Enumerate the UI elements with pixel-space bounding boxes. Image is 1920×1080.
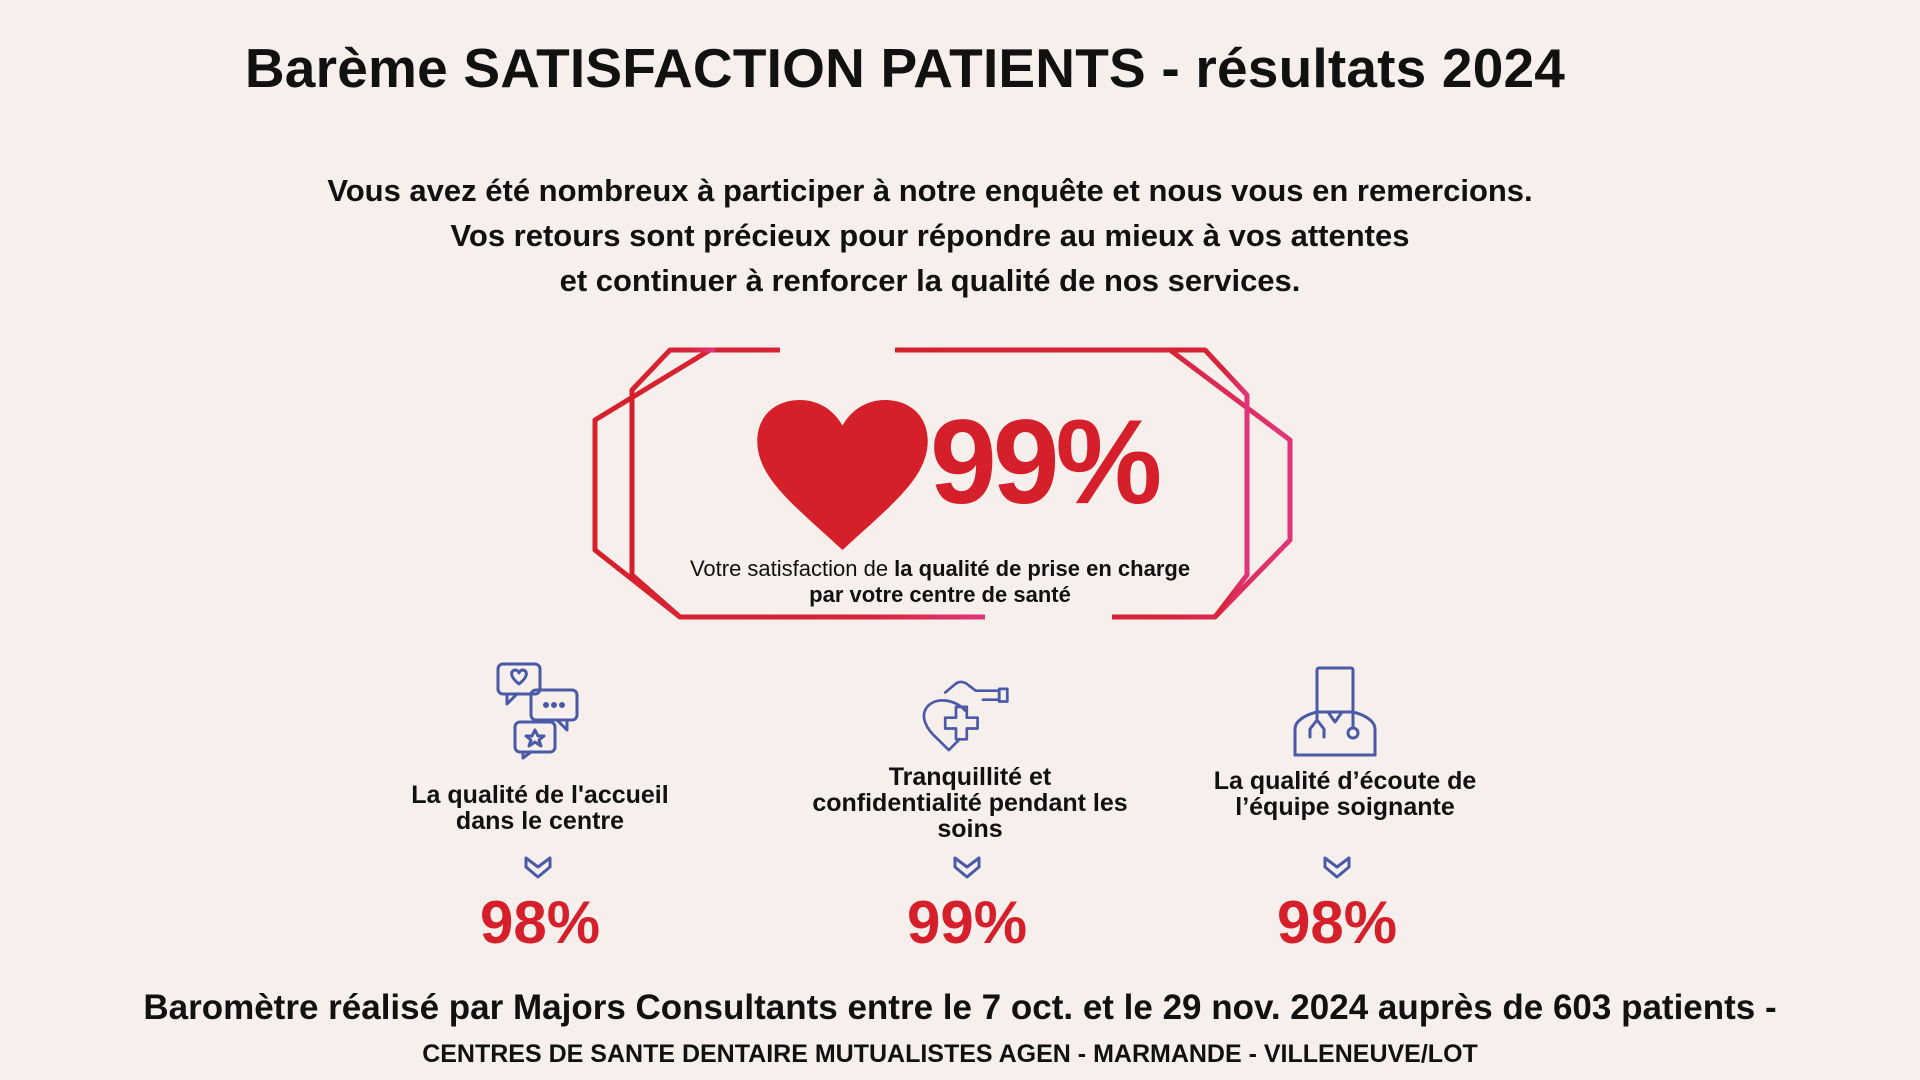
metric-value-tranquillite: 99%	[906, 889, 1028, 956]
metric-label-accueil: La qualité de l'accueil dans le centre	[411, 781, 669, 835]
hand-care-icon	[922, 680, 1009, 752]
chevron-down-icon	[1323, 856, 1351, 879]
main-caption-bold: la qualité de prise en charge par votre …	[809, 556, 1191, 607]
page-title: Barème SATISFACTION PATIENTS - résultats…	[244, 37, 1566, 99]
footer-sub: CENTRES DE SANTE DENTAIRE MUTUALISTES AG…	[422, 1040, 1478, 1068]
metric-value-accueil: 98%	[479, 889, 601, 956]
main-satisfaction-percent: 99%	[930, 395, 1162, 529]
intro-line-3: et continuer à renforcer la qualité de n…	[559, 263, 1301, 298]
metric-label-tranquillite: Tranquillité et confidentialité pendant …	[812, 763, 1128, 843]
metric-label-ecoute: La qualité d’écoute de l’équipe soignant…	[1213, 767, 1477, 821]
metric-value-ecoute: 98%	[1276, 889, 1398, 956]
footer-main: Baromètre réalisé par Majors Consultants…	[143, 988, 1777, 1027]
intro-line-2: Vos retours sont précieux pour répondre …	[450, 218, 1410, 253]
decorative-frame	[592, 347, 1293, 620]
chat-bubbles-icon	[496, 662, 579, 760]
chevron-down-icon	[524, 856, 552, 879]
main-caption-lead: Votre satisfaction de	[689, 556, 895, 581]
doctor-icon	[1293, 666, 1377, 757]
chevron-down-icon	[953, 856, 981, 879]
heart-icon	[757, 400, 928, 550]
main-caption: Votre satisfaction de la qualité de pris…	[680, 556, 1200, 608]
intro-text: Vous avez été nombreux à participer à no…	[0, 168, 1860, 303]
intro-line-1: Vous avez été nombreux à participer à no…	[327, 173, 1533, 208]
